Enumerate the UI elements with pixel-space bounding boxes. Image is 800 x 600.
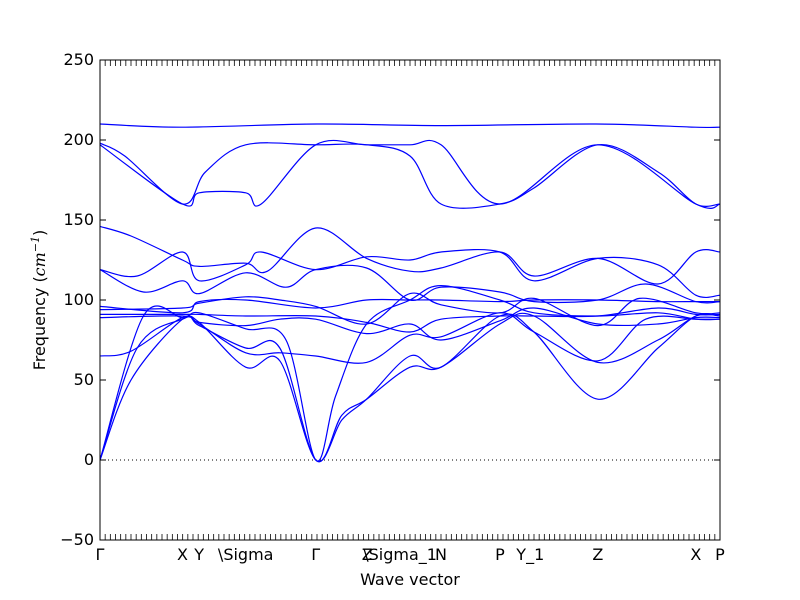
k-point-label: Y_1 xyxy=(515,545,544,565)
band-line-8 xyxy=(100,292,720,327)
k-point-label: Γ xyxy=(96,545,105,564)
band-line-14 xyxy=(100,284,720,462)
y-tick-label: 0 xyxy=(84,450,94,469)
y-tick-label: −50 xyxy=(60,530,94,549)
band-line-4 xyxy=(100,225,720,285)
band-line-10 xyxy=(100,307,720,341)
band-line-7 xyxy=(100,298,720,314)
k-point-label: N xyxy=(435,545,447,564)
k-point-label: Z xyxy=(592,545,603,564)
band-line-5 xyxy=(100,248,720,299)
k-point-label: X xyxy=(690,545,701,564)
x-axis-label: Wave vector xyxy=(360,570,460,589)
y-tick-label: 100 xyxy=(63,290,94,309)
k-point-label: \Sigma_1 xyxy=(363,545,437,565)
k-point-label: P xyxy=(715,545,725,564)
k-point-label: Z xyxy=(362,545,373,564)
k-point-label: \Sigma xyxy=(218,545,274,564)
band-line-9 xyxy=(100,307,720,333)
band-line-6 xyxy=(100,264,720,304)
y-axis-label: Frequency (cm−1) xyxy=(29,230,49,371)
y-tick-label: 250 xyxy=(63,50,94,69)
band-line-3 xyxy=(100,139,720,209)
k-point-label: X xyxy=(177,545,188,564)
y-tick-label: 50 xyxy=(74,370,94,389)
plot-area xyxy=(100,123,720,463)
y-tick-label: 150 xyxy=(63,210,94,229)
band-line-1 xyxy=(100,123,720,129)
k-point-label: P xyxy=(495,545,505,564)
k-point-label: Γ xyxy=(311,545,320,564)
k-point-label: Y xyxy=(193,545,204,564)
band-line-13 xyxy=(100,312,720,463)
band-line-2 xyxy=(100,142,720,209)
y-tick-label: 200 xyxy=(63,130,94,149)
